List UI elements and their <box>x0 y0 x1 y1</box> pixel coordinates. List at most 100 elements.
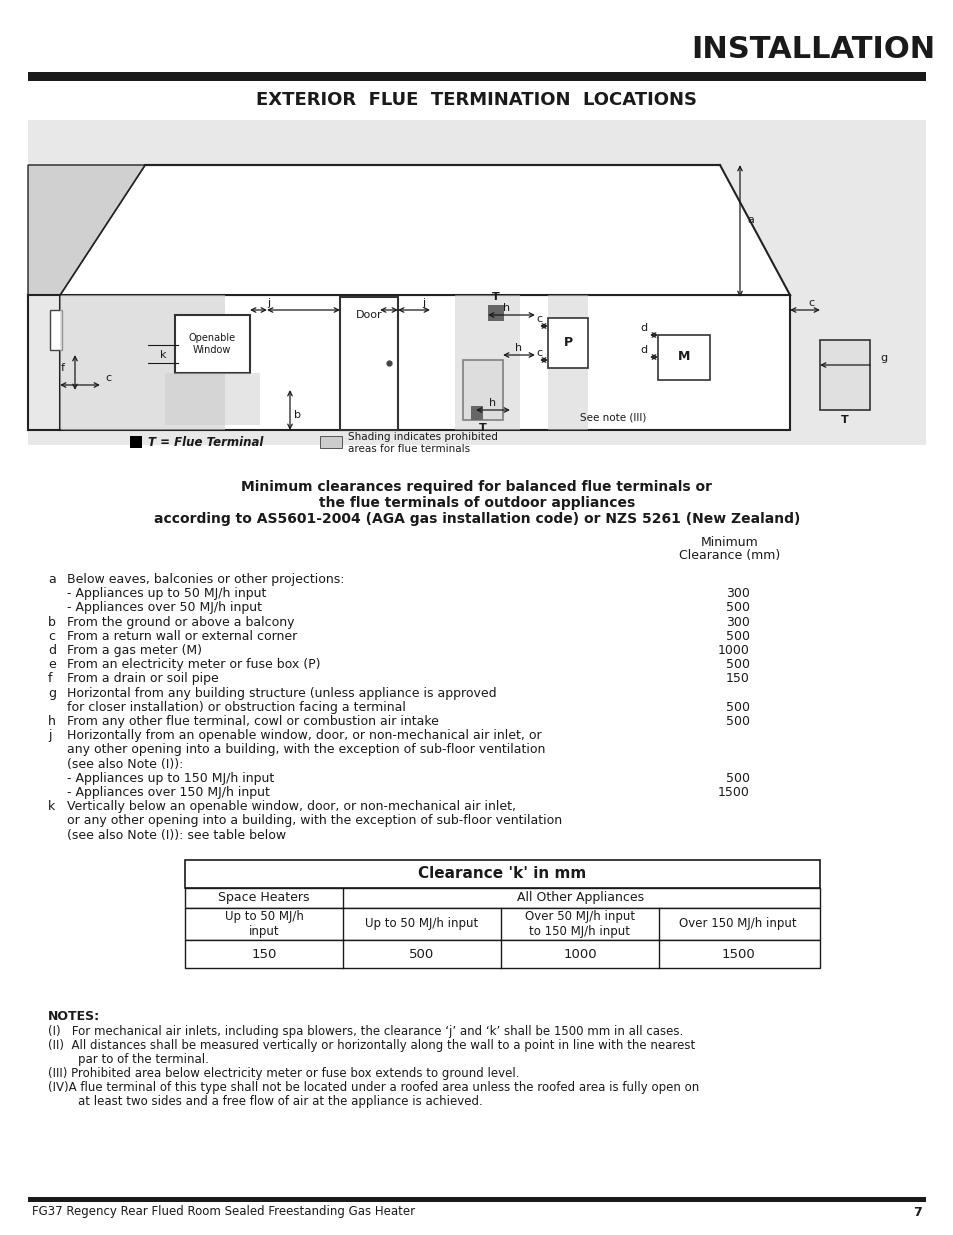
Text: h: h <box>488 398 496 408</box>
Bar <box>319 436 341 448</box>
Text: e: e <box>48 658 55 671</box>
Text: M: M <box>677 351 689 363</box>
Text: j: j <box>267 298 270 308</box>
Text: NOTES:: NOTES: <box>48 1010 100 1023</box>
Bar <box>185 908 820 940</box>
Text: Space Heaters: Space Heaters <box>218 892 310 904</box>
Text: 7: 7 <box>912 1205 921 1219</box>
Text: - Appliances over 50 MJ/h input: - Appliances over 50 MJ/h input <box>67 601 262 614</box>
Text: Openable
Window: Openable Window <box>189 333 235 354</box>
Text: See note (III): See note (III) <box>579 412 646 424</box>
Text: Horizontal from any building structure (unless appliance is approved: Horizontal from any building structure (… <box>67 687 497 699</box>
Text: 500: 500 <box>725 715 749 727</box>
Text: 150: 150 <box>725 672 749 685</box>
Text: Shading indicates prohibited
areas for flue terminals: Shading indicates prohibited areas for f… <box>348 432 497 453</box>
Text: d: d <box>640 324 647 333</box>
Text: P: P <box>563 336 572 350</box>
Text: c: c <box>48 630 55 642</box>
Text: b: b <box>48 615 56 629</box>
Text: EXTERIOR  FLUE  TERMINATION  LOCATIONS: EXTERIOR FLUE TERMINATION LOCATIONS <box>256 91 697 109</box>
Bar <box>185 940 820 968</box>
Text: g: g <box>48 687 56 699</box>
Text: k: k <box>48 800 55 813</box>
Text: From a drain or soil pipe: From a drain or soil pipe <box>67 672 218 685</box>
Bar <box>60 295 225 430</box>
Bar <box>820 340 869 410</box>
Bar <box>165 373 260 425</box>
Bar <box>471 406 482 420</box>
Text: c: c <box>105 373 111 383</box>
Text: the flue terminals of outdoor appliances: the flue terminals of outdoor appliances <box>318 496 635 510</box>
Text: b: b <box>294 410 301 420</box>
Text: FG37 Regency Rear Flued Room Sealed Freestanding Gas Heater: FG37 Regency Rear Flued Room Sealed Free… <box>32 1205 415 1219</box>
Text: From the ground or above a balcony: From the ground or above a balcony <box>67 615 294 629</box>
Text: - Appliances over 150 MJ/h input: - Appliances over 150 MJ/h input <box>67 785 270 799</box>
Text: 300: 300 <box>725 587 749 600</box>
Text: (see also Note (I)): see table below: (see also Note (I)): see table below <box>67 829 286 841</box>
Text: 500: 500 <box>725 658 749 671</box>
Text: j: j <box>421 298 424 308</box>
Bar <box>185 888 820 908</box>
Polygon shape <box>28 165 145 295</box>
Bar <box>60 295 789 430</box>
Bar <box>28 72 925 82</box>
Text: Vertically below an openable window, door, or non-mechanical air inlet,: Vertically below an openable window, doo… <box>67 800 516 813</box>
Bar <box>455 295 519 430</box>
Text: h: h <box>515 343 521 353</box>
Text: 1500: 1500 <box>720 947 754 961</box>
Text: 500: 500 <box>725 630 749 642</box>
Text: Over 50 MJ/h input
to 150 MJ/h input: Over 50 MJ/h input to 150 MJ/h input <box>524 910 635 939</box>
Text: - Appliances up to 50 MJ/h input: - Appliances up to 50 MJ/h input <box>67 587 266 600</box>
Text: k: k <box>159 350 166 359</box>
Bar <box>462 359 502 420</box>
Bar <box>28 120 925 445</box>
Text: Up to 50 MJ/h input: Up to 50 MJ/h input <box>365 918 478 930</box>
Text: Door: Door <box>355 310 382 320</box>
Text: (IV)A flue terminal of this type shall not be located under a roofed area unless: (IV)A flue terminal of this type shall n… <box>48 1081 699 1094</box>
Bar <box>28 1197 925 1202</box>
Text: f: f <box>61 363 65 373</box>
Text: 500: 500 <box>409 947 435 961</box>
Text: 500: 500 <box>725 700 749 714</box>
Text: T = Flue Terminal: T = Flue Terminal <box>148 436 263 450</box>
Text: T: T <box>841 415 848 425</box>
Text: All Other Appliances: All Other Appliances <box>517 892 644 904</box>
Text: 500: 500 <box>725 772 749 784</box>
Text: c: c <box>808 298 814 308</box>
Text: or any other opening into a building, with the exception of sub-floor ventilatio: or any other opening into a building, wi… <box>67 814 561 827</box>
Text: From an electricity meter or fuse box (P): From an electricity meter or fuse box (P… <box>67 658 320 671</box>
Text: From a gas meter (M): From a gas meter (M) <box>67 643 202 657</box>
Polygon shape <box>60 165 789 295</box>
Text: 300: 300 <box>725 615 749 629</box>
Text: 1000: 1000 <box>718 643 749 657</box>
Text: d: d <box>48 643 56 657</box>
Text: c: c <box>537 348 542 358</box>
Text: Below eaves, balconies or other projections:: Below eaves, balconies or other projecti… <box>67 573 344 585</box>
Bar <box>174 315 250 373</box>
Text: 1500: 1500 <box>718 785 749 799</box>
Bar <box>130 436 142 448</box>
Text: Over 150 MJ/h input: Over 150 MJ/h input <box>679 918 796 930</box>
Text: (I)   For mechanical air inlets, including spa blowers, the clearance ‘j’ and ‘k: (I) For mechanical air inlets, including… <box>48 1025 682 1037</box>
Text: T: T <box>478 424 486 433</box>
Text: g: g <box>879 353 886 363</box>
Text: (III) Prohibited area below electricity meter or fuse box extends to ground leve: (III) Prohibited area below electricity … <box>48 1067 519 1079</box>
Text: Horizontally from an openable window, door, or non-mechanical air inlet, or: Horizontally from an openable window, do… <box>67 729 541 742</box>
Text: Clearance (mm): Clearance (mm) <box>679 550 780 562</box>
Text: for closer installation) or obstruction facing a terminal: for closer installation) or obstruction … <box>67 700 405 714</box>
Text: - Appliances up to 150 MJ/h input: - Appliances up to 150 MJ/h input <box>67 772 274 784</box>
Text: Minimum: Minimum <box>700 536 758 550</box>
Text: j: j <box>48 729 51 742</box>
Bar <box>547 295 587 430</box>
Text: a: a <box>48 573 55 585</box>
Bar <box>50 310 62 350</box>
Text: T: T <box>492 291 499 303</box>
Bar <box>339 296 397 430</box>
Text: 150: 150 <box>251 947 276 961</box>
Text: par to of the terminal.: par to of the terminal. <box>48 1053 209 1066</box>
Text: From a return wall or external corner: From a return wall or external corner <box>67 630 297 642</box>
Text: a: a <box>746 215 753 225</box>
Text: at least two sides and a free flow of air at the appliance is achieved.: at least two sides and a free flow of ai… <box>48 1095 482 1108</box>
Bar <box>547 317 587 368</box>
Text: Up to 50 MJ/h
input: Up to 50 MJ/h input <box>224 910 303 939</box>
